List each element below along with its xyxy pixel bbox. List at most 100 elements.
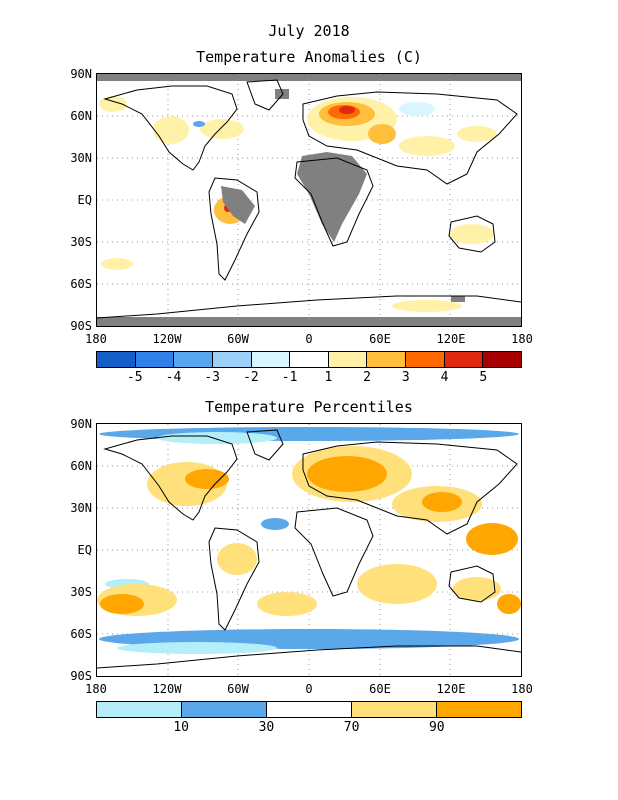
lon-label-0-bottom: 0 (305, 682, 313, 696)
missing-data-greenland (275, 89, 289, 99)
warm-patch-south-pacific (101, 258, 133, 270)
percentile-colorbar-swatch (267, 702, 352, 717)
anomaly-colorbar-tick-label: -5 (126, 370, 143, 385)
warm-pct-south-pacific-strong (100, 594, 144, 614)
cool-pct-south-light (117, 642, 277, 654)
anomaly-warm-patches (99, 96, 497, 312)
warm-pct-west-pacific (466, 523, 518, 555)
coastline-antarctica (97, 295, 521, 319)
coastline-australia-pct (448, 565, 496, 603)
anomaly-colorbar-tick-label: -2 (243, 370, 259, 385)
percentile-map-svg (97, 424, 521, 676)
percentile-colorbar-swatch (352, 702, 437, 717)
coastline-greenland-pct (246, 429, 284, 461)
lon-label-60w: 60W (227, 332, 249, 346)
percentile-map-title: Temperature Percentiles (205, 398, 413, 416)
percentile-colorbar-swatch (182, 702, 267, 717)
cool-pct-atlantic (261, 518, 289, 530)
anomaly-colorbar-tick-label: 5 (479, 370, 488, 385)
anomaly-colorbar-tick-label: 3 (401, 370, 410, 385)
anomaly-colorbar-tick-label: 4 (440, 370, 449, 385)
anomaly-colorbar-swatch (174, 352, 213, 367)
warm-pct-australia (453, 577, 501, 601)
anomaly-map-svg (97, 74, 521, 326)
warm-patch-alaska (99, 96, 127, 112)
missing-data-africa (297, 152, 367, 242)
anomaly-colorbar-swatch (367, 352, 407, 367)
percentile-colorbar-tick-label: 90 (428, 720, 445, 735)
lat-label-90n-bottom: 90N (70, 417, 92, 431)
cool-patch-canada (193, 121, 205, 127)
warm-pct-canada (185, 469, 229, 489)
percentile-colorbar-tick-label: 10 (173, 720, 190, 735)
missing-data-band-north (97, 74, 521, 81)
lon-label-60w-bottom: 60W (227, 682, 249, 696)
anomaly-colorbar-swatch (290, 352, 329, 367)
warm-pct-asia-strong (422, 492, 462, 512)
cool-pct-arctic-light (157, 432, 277, 444)
warm-patch-southern-ocean (392, 300, 462, 312)
lat-label-eq: EQ (77, 193, 92, 207)
lon-label-180e: 180 (511, 332, 533, 346)
lat-label-90s-bottom: 90S (70, 669, 92, 683)
anomaly-colorbar-swatch (135, 352, 175, 367)
coastline-europe-asia-pct (302, 441, 518, 535)
warm-patch-canada (200, 119, 244, 139)
warm-pct-europe-strong (307, 456, 387, 492)
anomaly-colorbar-swatch (328, 352, 368, 367)
anomaly-colorbar-swatch (97, 352, 136, 367)
anomaly-colorbar-tick-label: -3 (204, 370, 220, 385)
anomaly-colorbar-swatch (406, 352, 445, 367)
lon-label-120w-bottom: 120W (152, 682, 182, 696)
lat-label-30s-bottom: 30S (70, 585, 92, 599)
anomaly-colorbar-swatch (251, 352, 291, 367)
anomaly-colorbar-swatch (212, 352, 252, 367)
lon-label-60e: 60E (369, 332, 391, 346)
coastline-africa (294, 157, 374, 247)
lat-label-30n-bottom: 30N (70, 501, 92, 515)
warm-patch-east-asia (457, 126, 497, 142)
lat-label-30s: 30S (70, 235, 92, 249)
percentile-colorbar-swatch (97, 702, 182, 717)
percentile-colorbar-tick-label: 70 (343, 720, 360, 735)
coastline-north-america (103, 85, 238, 171)
warm-patch-western-us (153, 116, 189, 144)
lat-label-90n: 90N (70, 67, 92, 81)
coastline-europe-asia (302, 91, 518, 185)
lon-label-60e-bottom: 60E (369, 682, 391, 696)
anomaly-colorbar-tick-label: -1 (281, 370, 298, 385)
anomaly-colorbar-swatch (444, 352, 484, 367)
percentile-coastlines (97, 429, 521, 669)
anomaly-map-title: Temperature Anomalies (C) (196, 48, 422, 66)
anomaly-colorbar-tick-label: 1 (324, 370, 333, 385)
warm-patch-central-asia (399, 136, 455, 156)
coastline-south-america (208, 177, 260, 281)
warm-patch-australia (450, 224, 494, 244)
lon-label-180w-bottom: 180 (85, 682, 107, 696)
coastline-antarctica-pct (97, 645, 521, 669)
lon-label-120e: 120E (436, 332, 466, 346)
lat-label-60n-bottom: 60N (70, 459, 92, 473)
warm-patch-middle-east (368, 124, 396, 144)
lon-label-120w: 120W (152, 332, 182, 346)
warm-pct-south-atlantic (257, 592, 317, 616)
very-hot-patch-baltic (339, 106, 355, 114)
lat-label-90s: 90S (70, 319, 92, 333)
coastline-greenland (246, 79, 284, 111)
anomaly-colorbar (96, 351, 522, 368)
anomaly-colorbar-tick-label: -4 (165, 370, 182, 385)
lon-label-0: 0 (305, 332, 313, 346)
warm-pct-amazon (217, 543, 257, 575)
anomaly-colorbar-tick-label: 2 (363, 370, 371, 385)
coastline-africa-pct (294, 507, 374, 597)
percentile-colorbar-tick-label: 30 (258, 720, 275, 735)
coastline-south-america-pct (208, 527, 260, 631)
percentile-patches (97, 427, 521, 654)
anomaly-coastlines (97, 79, 521, 319)
lat-label-60n: 60N (70, 109, 92, 123)
coastline-australia (448, 215, 496, 253)
map-title-date: July 2018 (268, 22, 350, 40)
lat-label-60s-bottom: 60S (70, 627, 92, 641)
lat-label-eq-bottom: EQ (77, 543, 92, 557)
lon-label-180w: 180 (85, 332, 107, 346)
